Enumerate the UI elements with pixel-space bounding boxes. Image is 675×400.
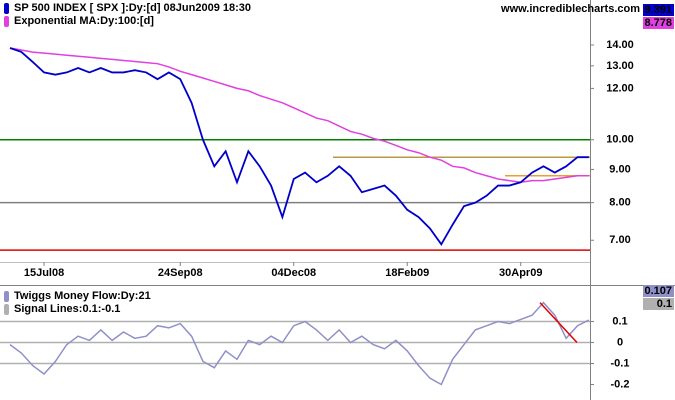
y-tick-label: 14.00 bbox=[606, 39, 634, 51]
y-tick-label: 10.00 bbox=[606, 134, 634, 146]
y-tick-label: 0.1 bbox=[612, 315, 627, 327]
legend-swatch bbox=[4, 291, 9, 302]
data-line bbox=[9, 301, 590, 386]
trendline bbox=[539, 302, 578, 344]
legend-swatch bbox=[4, 16, 9, 27]
last-value: 8.778 bbox=[644, 17, 672, 29]
x-tick-label: 18Feb09 bbox=[385, 267, 429, 279]
y-tick-label: 7.00 bbox=[609, 234, 630, 246]
y-tick-label: 8.00 bbox=[609, 197, 630, 209]
watermark: www.incrediblecharts.com bbox=[500, 3, 640, 15]
y-tick-label: -0.1 bbox=[611, 357, 630, 369]
last-value-box bbox=[643, 4, 674, 16]
y-tick-label: 12.00 bbox=[606, 82, 634, 94]
x-tick-label: 15Jul08 bbox=[24, 267, 64, 279]
data-line bbox=[9, 47, 589, 246]
legend-label: Twiggs Money Flow:Dy:21 bbox=[14, 290, 151, 302]
last-value: 0.107 bbox=[644, 285, 672, 297]
legend-swatch bbox=[4, 304, 9, 315]
x-tick-label: 30Apr09 bbox=[499, 267, 542, 279]
last-value: 0.1 bbox=[657, 298, 672, 310]
y-tick-label: 13.00 bbox=[606, 60, 634, 72]
legend-label: Exponential MA:Dy:100:[d] bbox=[14, 15, 154, 27]
last-value-box bbox=[643, 17, 674, 29]
y-tick-label: 9.00 bbox=[609, 163, 630, 175]
legend-label: Signal Lines:0.1:-0.1 bbox=[14, 303, 120, 315]
last-value-box bbox=[643, 298, 674, 310]
y-tick-label: 0 bbox=[617, 336, 623, 348]
last-value: 9.391 bbox=[644, 4, 672, 16]
x-tick-label: 04Dec08 bbox=[271, 267, 316, 279]
legend-swatch bbox=[4, 3, 9, 14]
x-tick-label: 24Sep08 bbox=[158, 267, 203, 279]
last-value-box bbox=[643, 285, 674, 297]
legend-label: SP 500 INDEX [ SPX ]:Dy:[d] 08Jun2009 18… bbox=[14, 2, 251, 14]
y-tick-label: -0.2 bbox=[611, 378, 630, 390]
data-line bbox=[9, 47, 589, 184]
